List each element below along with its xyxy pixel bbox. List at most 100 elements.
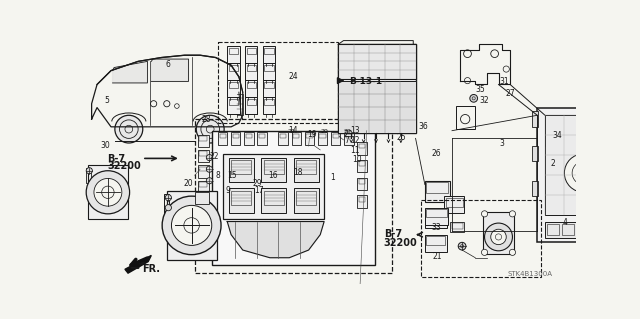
Bar	[344, 132, 353, 145]
Bar	[456, 106, 476, 129]
Text: 8: 8	[216, 171, 220, 180]
Text: 32: 32	[479, 96, 489, 105]
Bar	[218, 132, 227, 145]
Text: 32200: 32200	[107, 161, 141, 172]
Text: 35: 35	[476, 85, 486, 94]
Circle shape	[465, 78, 470, 84]
Text: 27: 27	[506, 89, 515, 98]
Circle shape	[206, 178, 212, 184]
Circle shape	[484, 223, 513, 251]
Bar	[483, 211, 514, 254]
Bar	[606, 224, 618, 235]
Text: 6: 6	[166, 60, 171, 69]
Bar	[296, 191, 316, 204]
Circle shape	[172, 205, 212, 245]
Bar	[246, 99, 256, 105]
Bar	[264, 82, 274, 88]
Bar	[229, 158, 253, 182]
Bar	[452, 223, 463, 229]
Bar	[229, 82, 238, 88]
Bar	[264, 191, 284, 204]
Bar	[359, 179, 365, 184]
Bar	[227, 97, 239, 114]
Bar	[358, 142, 367, 154]
Text: 30: 30	[100, 141, 109, 150]
Bar	[244, 132, 253, 145]
Bar	[227, 80, 239, 97]
Bar	[88, 165, 128, 219]
Bar	[195, 119, 392, 273]
Bar	[577, 224, 588, 235]
Text: 16: 16	[269, 171, 278, 180]
Bar	[198, 181, 209, 193]
Circle shape	[509, 249, 516, 256]
Text: 29: 29	[320, 129, 328, 134]
Bar	[227, 63, 239, 80]
Polygon shape	[227, 221, 324, 258]
Bar	[245, 80, 257, 97]
Bar	[346, 134, 352, 138]
Polygon shape	[113, 61, 147, 83]
Text: 33: 33	[431, 223, 441, 232]
Circle shape	[86, 168, 92, 174]
Bar	[338, 81, 415, 133]
Text: 24: 24	[289, 72, 298, 81]
Bar	[259, 134, 265, 138]
Circle shape	[481, 211, 488, 217]
Text: STK4B1300A: STK4B1300A	[508, 271, 553, 277]
Circle shape	[503, 66, 509, 72]
Text: 1: 1	[331, 173, 335, 182]
Bar	[331, 132, 340, 145]
Text: 18: 18	[294, 168, 303, 177]
Bar	[358, 160, 367, 172]
Bar	[264, 48, 274, 55]
Bar	[164, 194, 169, 213]
Bar	[227, 46, 239, 63]
Bar	[278, 132, 288, 145]
Bar	[199, 198, 207, 202]
Text: 3: 3	[499, 139, 504, 148]
Bar	[359, 144, 365, 148]
Circle shape	[86, 171, 129, 214]
Bar	[263, 80, 275, 97]
Bar	[261, 158, 286, 182]
Bar	[358, 178, 367, 190]
Bar	[532, 181, 538, 196]
Bar	[264, 160, 284, 174]
Bar	[198, 135, 209, 147]
Bar	[167, 191, 217, 260]
Bar	[444, 196, 465, 213]
Text: 28: 28	[202, 115, 211, 124]
Bar	[359, 197, 365, 202]
Bar	[245, 46, 257, 63]
Text: 32200: 32200	[384, 239, 417, 249]
Bar	[218, 42, 338, 123]
Text: B-13-1: B-13-1	[349, 77, 382, 86]
Bar	[307, 134, 312, 138]
Bar	[426, 236, 445, 245]
Bar	[231, 191, 252, 204]
Bar	[246, 134, 252, 138]
Text: 25: 25	[397, 133, 406, 142]
Circle shape	[150, 101, 157, 107]
Bar	[333, 134, 339, 138]
Bar	[532, 146, 538, 161]
Bar	[229, 65, 238, 71]
Bar	[212, 131, 374, 265]
Bar	[425, 208, 448, 225]
Bar	[245, 97, 257, 114]
Bar	[199, 167, 207, 172]
Bar	[198, 211, 209, 224]
Bar	[358, 195, 367, 208]
Circle shape	[196, 115, 224, 143]
Bar	[426, 213, 445, 222]
Bar	[305, 132, 314, 145]
Bar	[245, 63, 257, 80]
Circle shape	[626, 115, 635, 124]
Bar	[293, 134, 300, 138]
Text: 29: 29	[344, 129, 351, 134]
Bar	[198, 165, 209, 178]
Bar	[229, 99, 238, 105]
Circle shape	[491, 50, 499, 57]
Text: 11: 11	[351, 145, 360, 154]
